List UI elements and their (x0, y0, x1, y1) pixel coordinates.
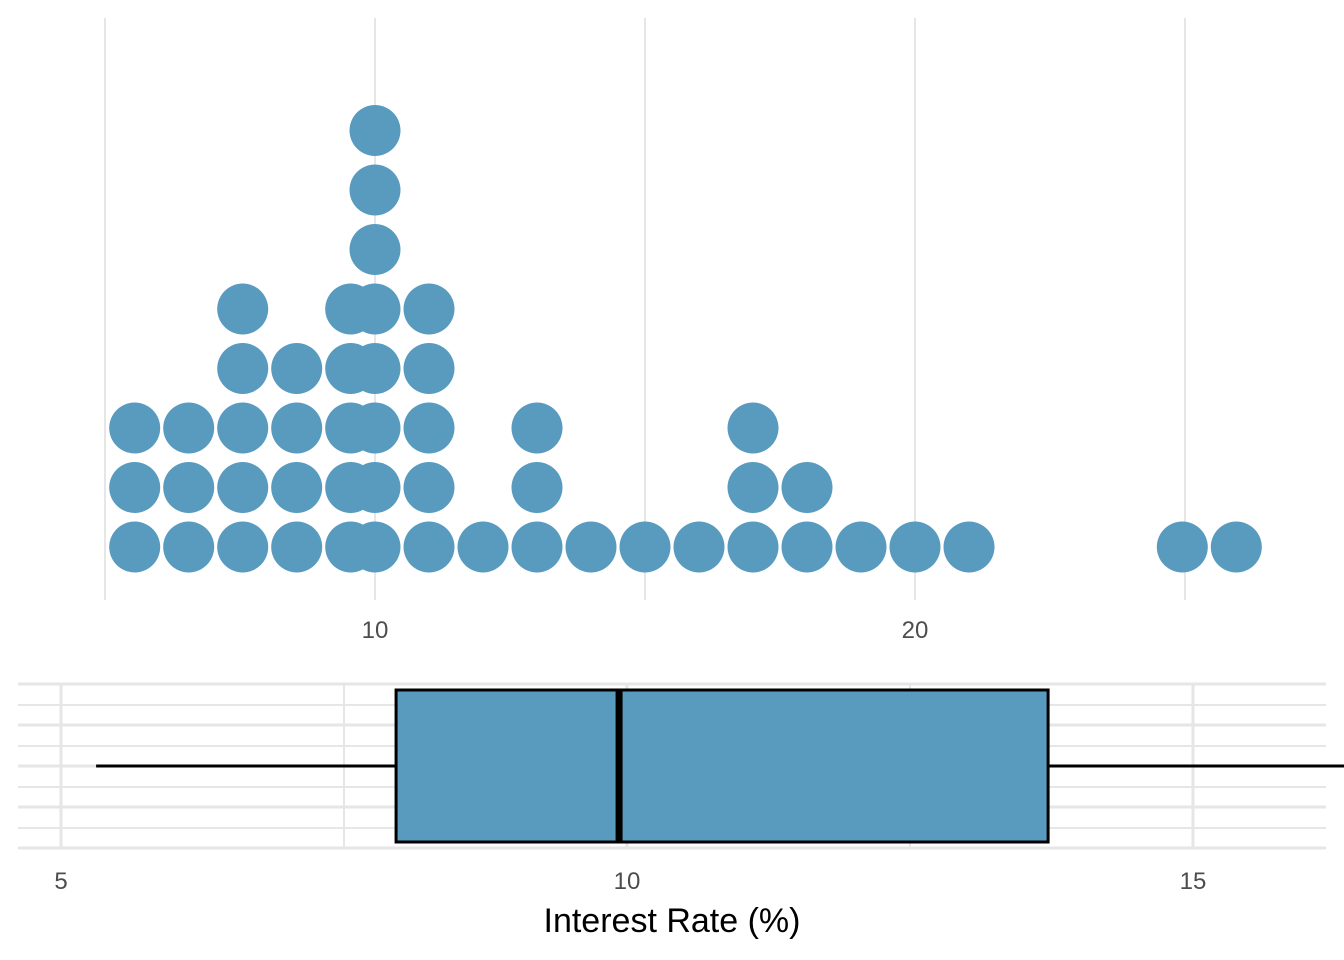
dot (403, 521, 455, 573)
dot (727, 462, 779, 513)
dotplot-x-tick-label: 20 (902, 617, 929, 644)
boxplot-x-tick-label: 10 (614, 868, 641, 895)
dot (163, 462, 215, 513)
dot (217, 521, 269, 573)
dot (349, 462, 401, 513)
dot (271, 343, 323, 394)
dot (109, 521, 161, 573)
dot (727, 402, 779, 454)
dot (349, 224, 401, 275)
boxplot-x-tick-label: 15 (1180, 868, 1207, 895)
dot (673, 521, 725, 573)
dot (781, 521, 833, 573)
dot (217, 402, 269, 454)
dot (163, 521, 215, 573)
dot (109, 462, 161, 513)
dotplot-panel: 10 20 (104, 18, 1262, 644)
dot (511, 402, 563, 454)
boxplot-panel: 510152025 (18, 682, 1344, 895)
dot (349, 402, 401, 454)
dot (403, 462, 455, 513)
dot (217, 283, 269, 335)
dot (511, 462, 563, 513)
dot (457, 521, 509, 573)
dot (835, 521, 887, 573)
dot (163, 402, 215, 454)
dot (349, 164, 401, 216)
dot (565, 521, 617, 573)
dot (403, 402, 455, 454)
dot (109, 402, 161, 454)
dot (1210, 521, 1262, 573)
dot (271, 462, 323, 513)
dot (403, 343, 455, 394)
iqr-box (394, 688, 1050, 844)
dot (217, 462, 269, 513)
dot (727, 521, 779, 573)
dot (781, 462, 833, 513)
dot (349, 283, 401, 335)
dot (271, 521, 323, 573)
dot (349, 343, 401, 394)
dot (511, 521, 563, 573)
dot (349, 105, 401, 156)
dot (271, 402, 323, 454)
dot (1156, 521, 1208, 573)
boxplot-x-tick-label: 5 (54, 868, 67, 895)
dot (217, 343, 269, 394)
dot (403, 283, 455, 335)
dot (349, 521, 401, 573)
boxplot-x-tick-labels: 510152025 (54, 868, 1207, 895)
dotplot-x-tick-labels: 10 20 (362, 617, 929, 644)
dot (943, 521, 995, 573)
dot (889, 521, 941, 573)
boxplot-marks (96, 688, 1344, 844)
dotplot-dots (109, 105, 1262, 573)
dotplot-x-tick-label: 10 (362, 617, 389, 644)
dot (619, 521, 671, 573)
x-axis-title: Interest Rate (%) (544, 902, 801, 940)
